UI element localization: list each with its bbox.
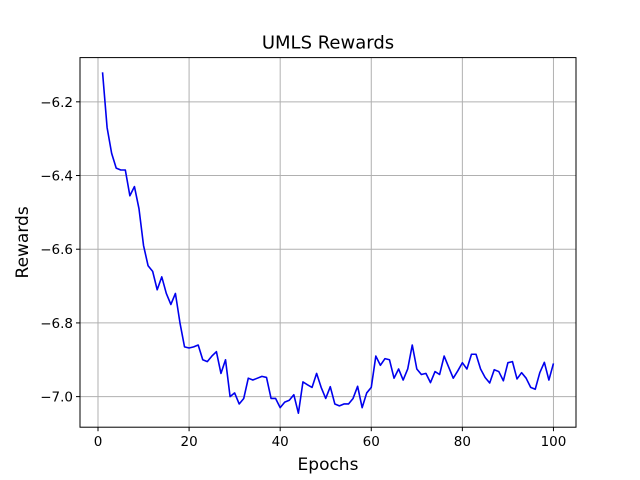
y-tick-label: −6.4: [40, 169, 73, 185]
y-axis-label: Rewards: [13, 206, 33, 278]
chart-title: UMLS Rewards: [262, 33, 394, 54]
x-tick-label: 20: [180, 434, 197, 450]
x-axis-ticks: 0 20 40 60 80 100: [94, 427, 567, 450]
y-tick-label: −6.2: [40, 95, 73, 111]
plot-frame: [79, 57, 577, 428]
x-tick-label: 100: [541, 434, 567, 450]
x-tick-label: 80: [454, 434, 471, 450]
x-axis-label: Epochs: [298, 455, 359, 475]
rewards-series-line: [101, 72, 555, 415]
x-tick-label: 40: [272, 434, 289, 450]
x-tick-label: 0: [94, 434, 103, 450]
x-tick-label: 60: [363, 434, 380, 450]
y-tick-label: −6.8: [40, 316, 73, 332]
y-axis-ticks: −7.0 −6.8 −6.6 −6.4 −6.2: [40, 95, 80, 406]
series-group: [101, 72, 555, 415]
y-tick-label: −6.6: [40, 242, 73, 258]
y-tick-label: −7.0: [40, 390, 73, 406]
grid-lines: [80, 57, 576, 428]
